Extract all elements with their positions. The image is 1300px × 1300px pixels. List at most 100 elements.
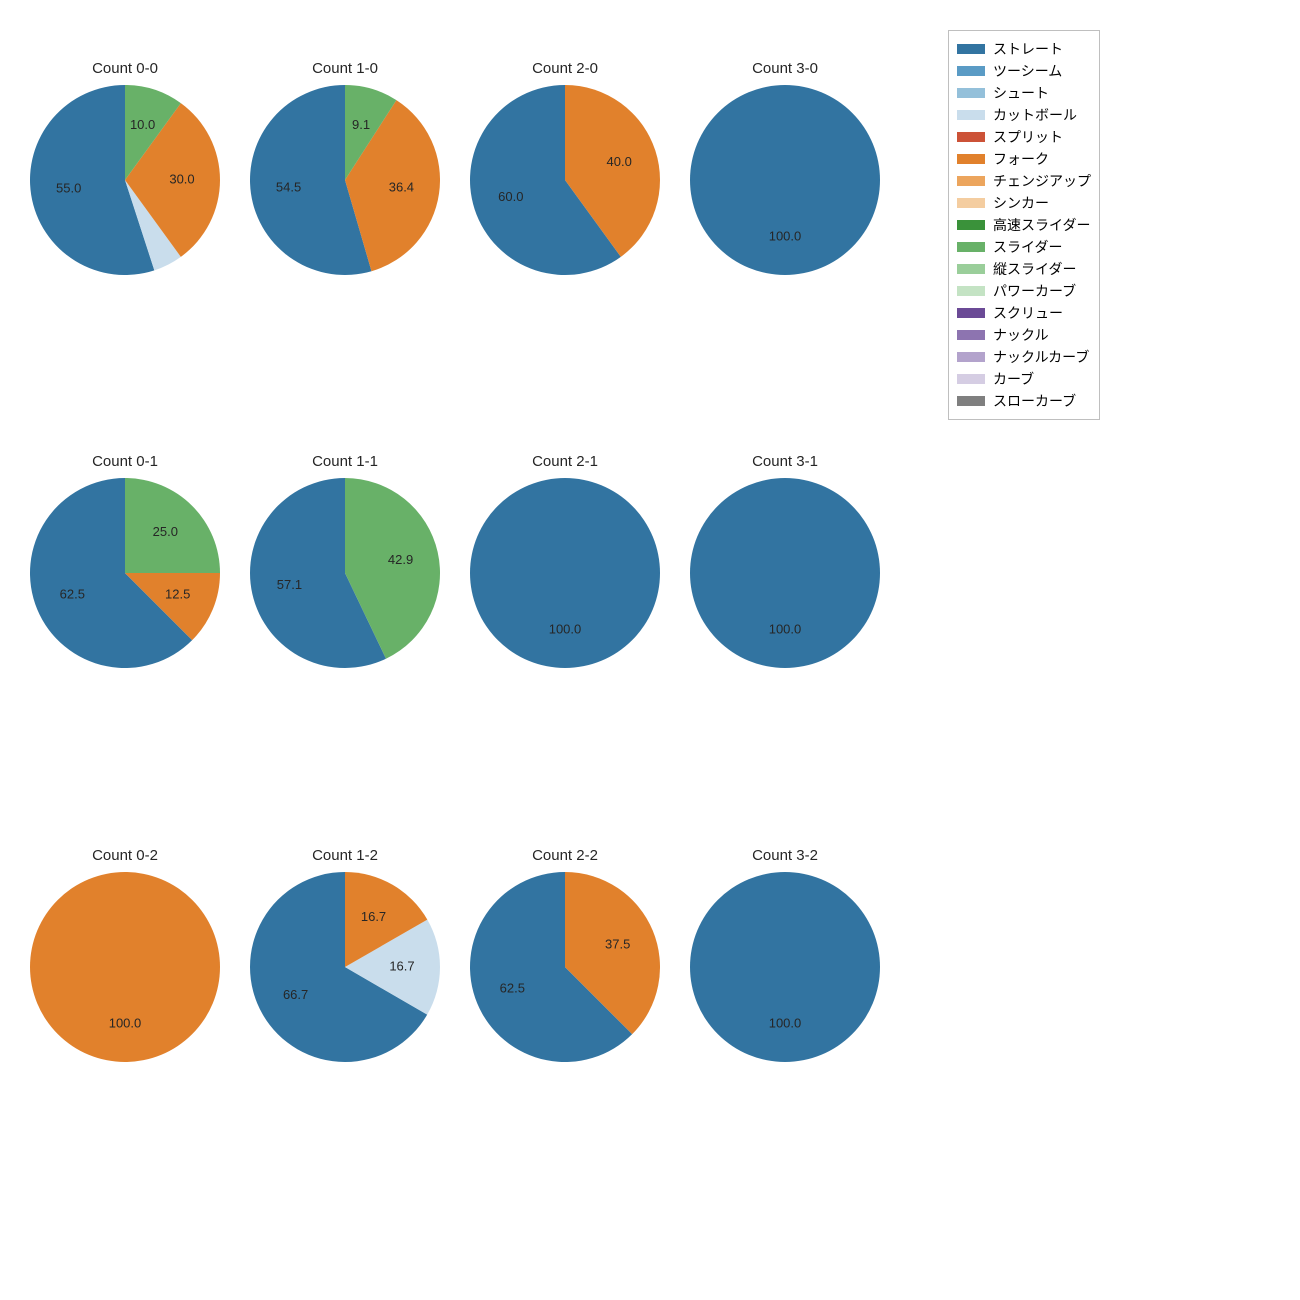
pie-slice-label: 100.0 xyxy=(769,228,802,243)
pie-chart: 100.0 xyxy=(690,85,880,275)
pie-slice-label: 62.5 xyxy=(60,587,85,602)
legend-swatch xyxy=(957,396,985,406)
pie-slice-label: 100.0 xyxy=(769,1015,802,1030)
legend-label: シュート xyxy=(993,83,1049,103)
legend-swatch xyxy=(957,352,985,362)
legend-label: カットボール xyxy=(993,105,1077,125)
pie-cell: Count 3-0 100.0 xyxy=(680,20,890,403)
pie-slice-label: 9.1 xyxy=(352,117,370,132)
pie-title: Count 3-1 xyxy=(752,453,818,470)
legend-label: 高速スライダー xyxy=(993,215,1090,235)
pie-chart: 54.5 36.4 9.1 xyxy=(250,85,440,275)
pie-slice-label: 42.9 xyxy=(388,552,413,567)
legend-swatch xyxy=(957,330,985,340)
pie-slice-label: 100.0 xyxy=(549,622,582,637)
pie-slice-label: 54.5 xyxy=(276,179,301,194)
legend-swatch xyxy=(957,176,985,186)
legend-swatch xyxy=(957,66,985,76)
legend-label: パワーカーブ xyxy=(993,281,1076,301)
pie-cell: Count 2-0 60.0 40.0 xyxy=(460,20,670,403)
pie-cell: Count 3-1 100.0 xyxy=(680,413,890,796)
pie-slice-label: 30.0 xyxy=(169,171,194,186)
pie-title: Count 3-0 xyxy=(752,60,818,77)
legend-item: 高速スライダー xyxy=(957,215,1091,235)
legend-label: ナックルカーブ xyxy=(993,347,1089,367)
legend: ストレートツーシームシュートカットボールスプリットフォークチェンジアップシンカー… xyxy=(948,30,1100,420)
legend-item: シンカー xyxy=(957,193,1091,213)
pie-slice-label: 60.0 xyxy=(498,189,523,204)
pie-chart: 55.0 30.0 10.0 xyxy=(30,85,220,275)
legend-swatch xyxy=(957,88,985,98)
pie-slice-label: 66.7 xyxy=(283,987,308,1002)
legend-label: チェンジアップ xyxy=(993,171,1091,191)
pie-slice-label: 36.4 xyxy=(389,180,414,195)
legend-item: ナックル xyxy=(957,325,1091,345)
legend-swatch xyxy=(957,44,985,54)
legend-item: スローカーブ xyxy=(957,391,1091,411)
legend-label: スローカーブ xyxy=(993,391,1076,411)
legend-swatch xyxy=(957,264,985,274)
legend-swatch xyxy=(957,132,985,142)
legend-label: フォーク xyxy=(993,149,1049,169)
legend-item: フォーク xyxy=(957,149,1091,169)
pie-slice-label: 40.0 xyxy=(607,154,632,169)
legend-swatch xyxy=(957,154,985,164)
pie-slice-label: 10.0 xyxy=(130,117,155,132)
pie-cell: Count 1-266.716.716.7 xyxy=(240,807,450,1190)
legend-swatch xyxy=(957,242,985,252)
legend-item: ツーシーム xyxy=(957,61,1091,81)
legend-label: シンカー xyxy=(993,193,1049,213)
legend-label: 縦スライダー xyxy=(993,259,1076,279)
legend-item: シュート xyxy=(957,83,1091,103)
legend-label: スライダー xyxy=(993,237,1062,257)
legend-swatch xyxy=(957,198,985,208)
pie-cell: Count 2-1 100.0 xyxy=(460,413,670,796)
pie-title: Count 2-2 xyxy=(532,847,598,864)
pie-chart: 62.5 37.5 xyxy=(470,872,660,1062)
legend-item: カットボール xyxy=(957,105,1091,125)
pie-chart: 62.5 12.5 25.0 xyxy=(30,478,220,668)
legend-item: チェンジアップ xyxy=(957,171,1091,191)
pie-slice-label: 16.7 xyxy=(389,958,414,973)
pie-cell: Count 0-0 55.0 30.0 10.0 xyxy=(20,20,230,403)
legend-swatch xyxy=(957,374,985,384)
pie-cell: Count 0-1 62.5 12.5 25.0 xyxy=(20,413,230,796)
pie-slice-label: 12.5 xyxy=(165,587,190,602)
pie-title: Count 1-0 xyxy=(312,60,378,77)
legend-item: スライダー xyxy=(957,237,1091,257)
pie-cell: Count 2-2 62.5 37.5 xyxy=(460,807,670,1190)
legend-label: スプリット xyxy=(993,127,1063,147)
pie-slice-label: 100.0 xyxy=(769,622,802,637)
pie-slice-label: 37.5 xyxy=(605,936,630,951)
legend-label: カーブ xyxy=(993,369,1034,389)
legend-item: スクリュー xyxy=(957,303,1091,323)
legend-item: パワーカーブ xyxy=(957,281,1091,301)
legend-swatch xyxy=(957,308,985,318)
legend-swatch xyxy=(957,110,985,120)
pie-title: Count 0-0 xyxy=(92,60,158,77)
pie-title: Count 1-1 xyxy=(312,453,378,470)
legend-swatch xyxy=(957,220,985,230)
pie-slice-label: 57.1 xyxy=(277,577,302,592)
pie-chart: 100.0 xyxy=(30,872,220,1062)
pie-cell: Count 3-2 100.0 xyxy=(680,807,890,1190)
pie-title: Count 2-0 xyxy=(532,60,598,77)
pie-title: Count 2-1 xyxy=(532,453,598,470)
pie-title: Count 0-2 xyxy=(92,847,158,864)
pie-title: Count 3-2 xyxy=(752,847,818,864)
legend-label: ツーシーム xyxy=(993,61,1062,81)
pie-title: Count 0-1 xyxy=(92,453,158,470)
pie-slice-label: 62.5 xyxy=(500,980,525,995)
pie-cell: Count 0-2 100.0 xyxy=(20,807,230,1190)
legend-item: 縦スライダー xyxy=(957,259,1091,279)
legend-label: スクリュー xyxy=(993,303,1063,323)
pie-title: Count 1-2 xyxy=(312,847,378,864)
legend-label: ストレート xyxy=(993,39,1063,59)
pie-chart: 100.0 xyxy=(690,478,880,668)
pie-chart: 100.0 xyxy=(690,872,880,1062)
pie-cell: Count 1-1 57.1 42.9 xyxy=(240,413,450,796)
legend-item: ストレート xyxy=(957,39,1091,59)
pie-slice-label: 55.0 xyxy=(56,180,81,195)
pie-slice-label: 25.0 xyxy=(153,524,178,539)
pie-chart: 66.716.716.7 xyxy=(250,872,440,1062)
